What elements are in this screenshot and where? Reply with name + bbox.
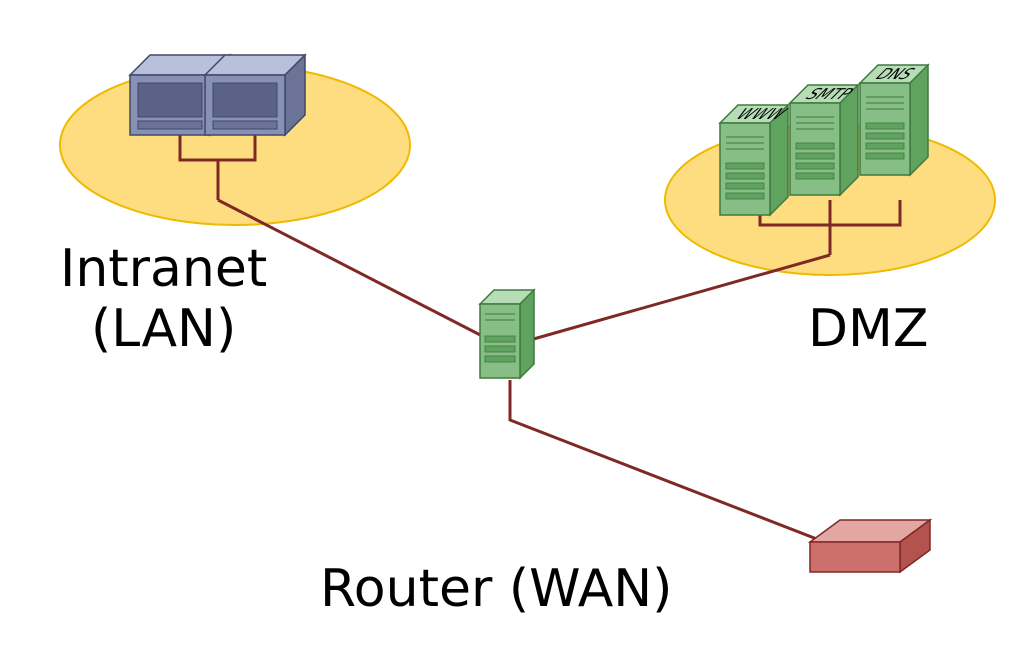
router-device xyxy=(810,520,930,572)
label-router-wan: Router (WAN) xyxy=(320,560,672,620)
connection-dmz-to-firewall xyxy=(530,255,830,340)
lan-workstation-2 xyxy=(205,55,305,135)
dmz-server-smtp: SMTP xyxy=(790,85,858,195)
connection-firewall-to-router xyxy=(510,380,840,548)
dmz-server-www: WWW xyxy=(720,105,792,215)
firewall-server xyxy=(480,290,534,378)
dmz-server-dns: DNS xyxy=(860,65,928,175)
label-dmz: DMZ xyxy=(808,300,929,360)
label-intranet-lan: Intranet (LAN) xyxy=(60,240,267,360)
